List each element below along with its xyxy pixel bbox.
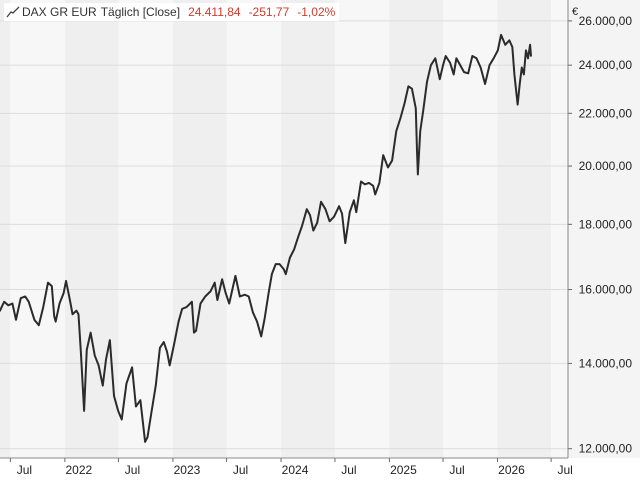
legend-change: -251,77 — [248, 5, 290, 19]
time-band — [551, 0, 568, 458]
y-tick-label: 16.000,00 — [579, 283, 633, 297]
time-band — [497, 0, 552, 458]
y-axis-panel — [568, 0, 640, 458]
time-band — [281, 0, 335, 458]
y-tick-label: 26.000,00 — [579, 14, 633, 28]
time-band — [64, 0, 119, 458]
x-tick-label: Jul — [557, 463, 572, 477]
time-band — [0, 0, 11, 458]
x-tick-label: 2025 — [390, 463, 417, 477]
legend-last-value: 24.411,84 — [188, 5, 241, 19]
x-tick-label: Jul — [125, 463, 140, 477]
x-tick-label: 2024 — [282, 463, 309, 477]
x-tick-label: Jul — [233, 463, 248, 477]
y-tick-label: 12.000,00 — [579, 442, 633, 456]
series-line-dax-gr-eur — [0, 33, 532, 443]
y-axis-unit-label: € — [572, 6, 578, 18]
x-tick-label: Jul — [17, 463, 32, 477]
y-tick-label: 18.000,00 — [579, 217, 633, 231]
y-axis-ticks: 12.000,00 14.000,00 16.000,00 18.000,00 20.0… — [568, 14, 632, 456]
time-band — [443, 0, 498, 458]
legend-change-pct: -1,02% — [297, 5, 336, 19]
chart-legend: DAX GR EUR Täglich [Close] 24.411,84 -25… — [4, 3, 340, 21]
legend-interval: Täglich [Close] — [100, 5, 181, 19]
x-tick-label: 2026 — [498, 463, 525, 477]
line-chart-icon — [6, 6, 20, 18]
time-band — [172, 0, 227, 458]
x-tick-label: 2023 — [174, 463, 201, 477]
time-band — [389, 0, 444, 458]
time-band — [226, 0, 282, 458]
y-tick-label: 24.000,00 — [579, 58, 633, 72]
x-tick-label: Jul — [341, 463, 356, 477]
legend-series-name: DAX GR EUR — [22, 5, 97, 19]
y-tick-label: 14.000,00 — [579, 356, 633, 370]
x-axis-ticks: Jul 2022 Jul 2023 Jul 2024 Jul 2025 Jul 2026 Jul — [9, 458, 573, 477]
y-tick-label: 22.000,00 — [579, 106, 633, 120]
y-tick-label: 20.000,00 — [579, 159, 633, 173]
x-tick-label: 2022 — [66, 463, 93, 477]
x-tick-label: Jul — [449, 463, 464, 477]
gridlines — [0, 20, 568, 450]
time-band — [10, 0, 65, 458]
year-bands — [0, 0, 568, 458]
